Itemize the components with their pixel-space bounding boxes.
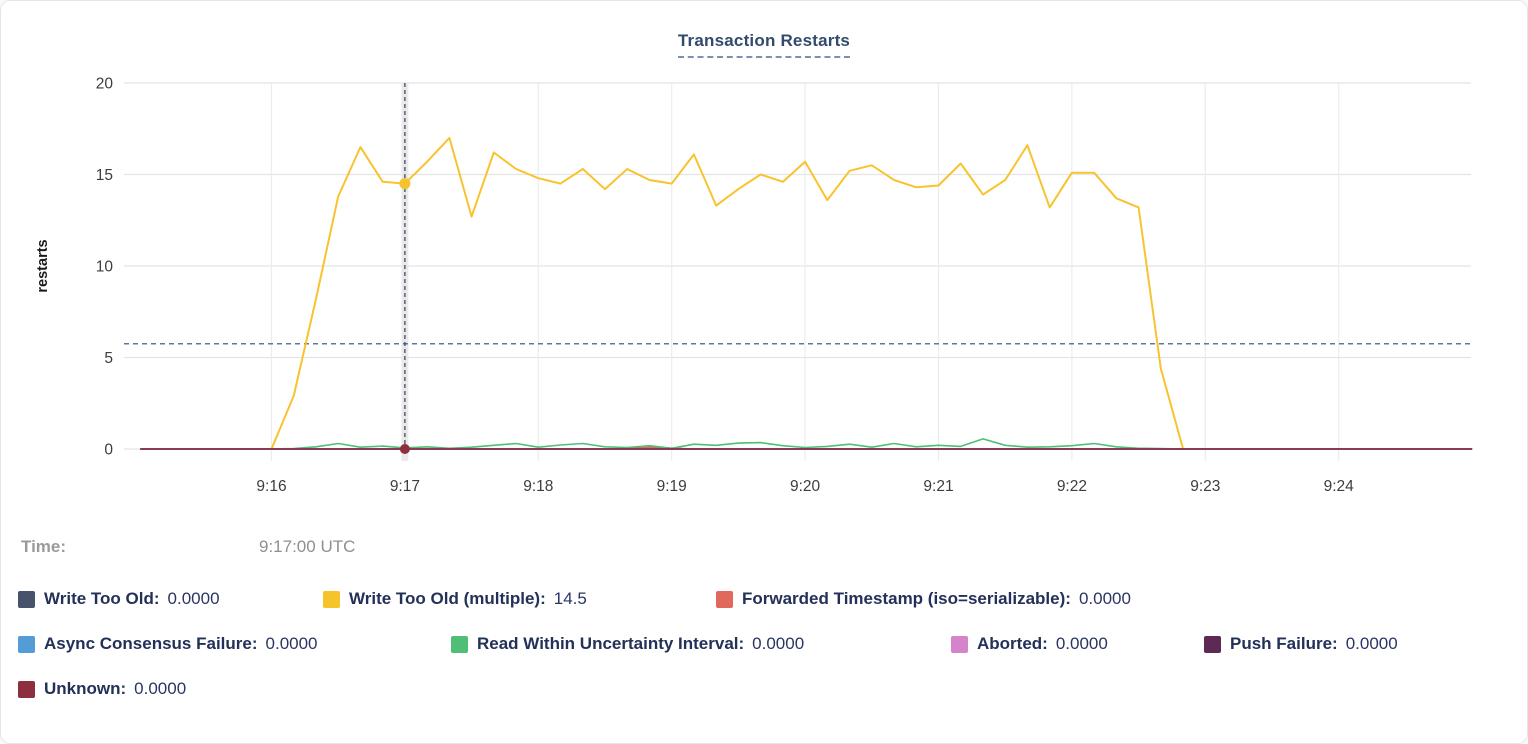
legend-item: Write Too Old (multiple): 14.5 bbox=[323, 589, 587, 609]
legend-value: 0.0000 bbox=[752, 634, 805, 653]
hover-dot-write-too-old-multiple bbox=[399, 178, 411, 190]
legend-item: Write Too Old: 0.0000 bbox=[18, 589, 220, 609]
legend-item: Unknown: 0.0000 bbox=[18, 679, 186, 699]
legend-item: Forwarded Timestamp (iso=serializable): 0… bbox=[716, 589, 1131, 609]
legend-value: 0.0000 bbox=[1345, 634, 1398, 653]
x-tick-label: 9:20 bbox=[790, 478, 821, 495]
legend-value: 0.0000 bbox=[265, 634, 318, 653]
legend-label: Forwarded Timestamp (iso=serializable): bbox=[742, 589, 1071, 608]
x-tick-label: 9:16 bbox=[256, 478, 286, 495]
x-tick-label: 9:24 bbox=[1324, 478, 1355, 495]
legend-label: Async Consensus Failure: bbox=[44, 634, 258, 653]
x-tick-label: 9:17 bbox=[390, 478, 420, 495]
legend-value: 14.5 bbox=[553, 589, 587, 608]
hover-time-label: Time: bbox=[21, 537, 67, 556]
legend-row: Async Consensus Failure: 0.0000 Read Withi… bbox=[1, 634, 1527, 660]
y-tick-label: 20 bbox=[96, 76, 114, 93]
x-tick-label: 9:18 bbox=[523, 478, 553, 495]
legend-swatch bbox=[1204, 635, 1221, 653]
legend-row: Unknown: 0.0000 bbox=[1, 679, 1527, 705]
legend-swatch bbox=[18, 590, 35, 608]
legend-swatch bbox=[716, 590, 733, 608]
legend-value: 0.0000 bbox=[167, 589, 220, 608]
hover-time-value: 9:17:00 UTC bbox=[259, 537, 356, 556]
legend-label: Push Failure: bbox=[1230, 634, 1338, 653]
legend-value: 0.0000 bbox=[134, 679, 187, 698]
legend-label: Unknown: bbox=[44, 679, 127, 698]
legend-item: Async Consensus Failure: 0.0000 bbox=[18, 634, 318, 654]
legend-swatch bbox=[323, 590, 340, 608]
y-tick-label: 10 bbox=[96, 259, 114, 276]
legend-item: Aborted: 0.0000 bbox=[951, 634, 1108, 654]
legend-label: Aborted: bbox=[977, 634, 1048, 653]
y-tick-label: 15 bbox=[96, 167, 113, 184]
series-read-within-uncertainty-interval bbox=[140, 438, 1473, 450]
chart-title: Transaction Restarts bbox=[677, 31, 851, 58]
chart-title-wrap: Transaction Restarts bbox=[1, 31, 1527, 58]
y-tick-label: 0 bbox=[104, 442, 113, 459]
legend-label: Write Too Old: bbox=[44, 589, 160, 608]
y-axis-title: restarts bbox=[35, 239, 51, 292]
y-tick-label: 5 bbox=[104, 350, 113, 367]
x-tick-label: 9:23 bbox=[1190, 478, 1220, 495]
legend-value: 0.0000 bbox=[1055, 634, 1108, 653]
legend-swatch bbox=[951, 635, 968, 653]
hover-time-row: Time: 9:17:00 UTC bbox=[1, 537, 1527, 563]
legend-item: Read Within Uncertainty Interval: 0.0000 bbox=[451, 634, 804, 654]
legend-swatch bbox=[18, 680, 35, 698]
legend-row: Write Too Old: 0.0000 Write Too Old (multi… bbox=[1, 589, 1527, 615]
legend-value: 0.0000 bbox=[1078, 589, 1131, 608]
transaction-restarts-chart[interactable]: 0 5 10 15 20 9:16 9:17 9:18 9:19 9:20 9:21 9:22 9:23… bbox=[1, 59, 1528, 509]
legend-swatch bbox=[18, 635, 35, 653]
series-write-too-old-multiple- bbox=[270, 136, 1185, 450]
x-tick-label: 9:22 bbox=[1057, 478, 1087, 495]
legend-label: Write Too Old (multiple): bbox=[349, 589, 546, 608]
x-tick-label: 9:19 bbox=[657, 478, 687, 495]
x-tick-label: 9:21 bbox=[923, 478, 953, 495]
legend-item: Push Failure: 0.0000 bbox=[1204, 634, 1398, 654]
legend-label: Read Within Uncertainty Interval: bbox=[477, 634, 745, 653]
legend-swatch bbox=[451, 635, 468, 653]
hover-dot-unknown bbox=[399, 444, 410, 454]
